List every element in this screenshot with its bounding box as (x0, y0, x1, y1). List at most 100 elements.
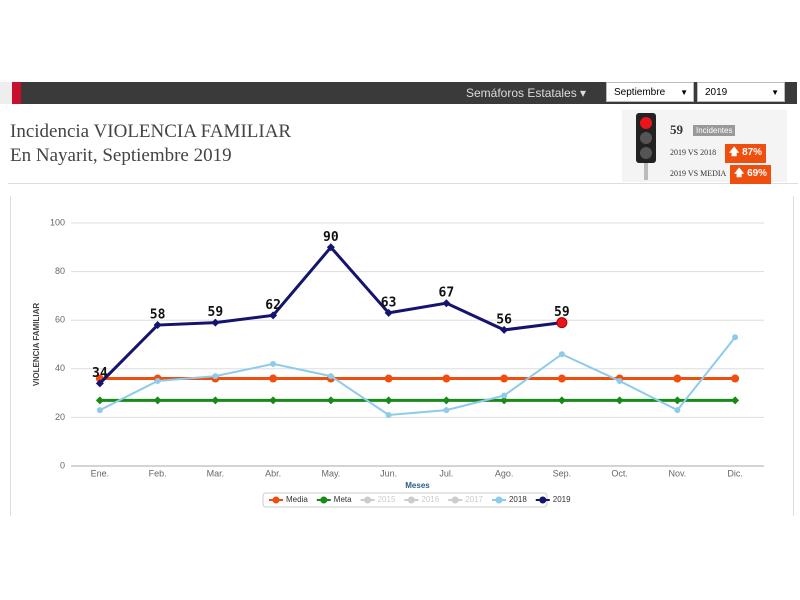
marker (96, 407, 103, 414)
x-tick-label: Jun. (380, 468, 397, 478)
pole (644, 163, 648, 180)
navbar: Semáforos Estatales ▾ Septiembre ▼ 2019 ▼ (0, 82, 797, 104)
x-tick-label: Nov. (668, 468, 686, 478)
comparison-label: 2019 VS MEDIA (670, 169, 727, 178)
data-label: 67 (439, 286, 455, 301)
marker (501, 392, 508, 399)
flag-icon[interactable] (0, 82, 12, 104)
marker (384, 308, 393, 317)
marker (269, 396, 278, 405)
legend-label: Media (286, 495, 308, 504)
data-label: 56 (496, 312, 512, 327)
x-tick-label: Sep. (553, 468, 572, 478)
month-select[interactable]: Septiembre ▼ (606, 82, 694, 102)
marker (443, 407, 450, 414)
marker (211, 396, 220, 405)
marker (442, 396, 451, 405)
legend-swatch (320, 496, 328, 504)
comparison-value: 69% (747, 168, 768, 179)
y-tick-label: 60 (55, 315, 65, 325)
x-tick-label: May. (321, 468, 340, 478)
legend-label: 2017 (465, 495, 483, 504)
legend-swatch (539, 496, 547, 504)
marker (500, 325, 509, 334)
comparison-value: 87% (742, 147, 763, 158)
stripe (12, 82, 21, 104)
comparison-badge: 🡅 69% (730, 165, 772, 184)
marker (732, 334, 739, 341)
highlight-marker (556, 317, 568, 329)
comparison-badge: 🡅 87% (725, 144, 767, 163)
marker (500, 396, 509, 405)
traffic-light (636, 113, 656, 163)
chart: 0 20 40 60 80 100 Ene. Feb. Mar. Abr. May. Jun. Jul.… (32, 217, 764, 508)
x-tick-label: Mar. (207, 468, 225, 478)
chart-panel: 0 20 40 60 80 100 Ene. Feb. Mar. Abr. May. Jun. Jul.… (10, 196, 794, 516)
data-label: 59 (208, 305, 224, 320)
marker (384, 374, 393, 383)
data-label: 58 (150, 308, 166, 323)
marker (442, 299, 451, 308)
x-tick-label: Jul. (439, 468, 453, 478)
marker (153, 321, 162, 330)
marker (327, 373, 334, 380)
marker (673, 396, 682, 405)
month-value: Septiembre (614, 87, 666, 98)
data-label: 63 (381, 295, 397, 310)
marker (674, 407, 681, 414)
data-label: 59 (554, 305, 570, 320)
heading: Incidencia VIOLENCIA FAMILIAR En Nayarit… (10, 120, 291, 168)
y-tick-label: 0 (60, 460, 65, 470)
subtitle: En Nayarit, Septiembre 2019 (10, 145, 232, 166)
y-tick-label: 40 (55, 363, 65, 373)
legend-label: 2015 (378, 495, 396, 504)
y-tick-label: 80 (55, 266, 65, 276)
marker (95, 379, 104, 388)
year-select[interactable]: 2019 ▼ (697, 82, 785, 102)
legend: Media Meta 2015 2016 2017 2018 2019 (262, 492, 571, 508)
marker (154, 377, 161, 384)
data-label: 34 (92, 366, 108, 381)
marker (731, 396, 740, 405)
marker (384, 396, 393, 405)
marker (95, 396, 104, 405)
menu-label: Semáforos Estatales (466, 86, 577, 100)
marker (269, 311, 278, 320)
series-line (98, 245, 563, 385)
legend-label: 2019 (553, 495, 571, 504)
legend-swatch (272, 496, 280, 504)
x-axis-label: Meses (405, 481, 430, 490)
marker (385, 411, 392, 418)
y-tick-label: 20 (55, 412, 65, 422)
x-tick-label: Abr. (265, 468, 281, 478)
marker (326, 396, 335, 405)
comparison-label: 2019 VS 2018 (670, 148, 717, 157)
marker (153, 396, 162, 405)
legend-label: Meta (334, 495, 352, 504)
legend-swatch (495, 496, 503, 504)
title-prefix: Incidencia (10, 121, 90, 142)
x-tick-label: Oct. (611, 468, 628, 478)
data-label: 90 (323, 230, 339, 245)
marker (558, 351, 565, 358)
marker (557, 396, 566, 405)
marker (673, 374, 682, 383)
title-topic: VIOLENCIA FAMILIAR (93, 121, 292, 142)
menu[interactable]: Semáforos Estatales ▾ (466, 86, 587, 100)
legend-swatch (407, 496, 415, 504)
marker (269, 374, 278, 383)
x-tick-label: Ene. (91, 468, 110, 478)
divider (8, 183, 798, 184)
marker (211, 318, 220, 327)
marker (500, 374, 509, 383)
marker (615, 396, 624, 405)
marker (557, 374, 566, 383)
y-tick-label: 100 (50, 217, 65, 227)
legend-label: 2018 (509, 495, 527, 504)
y-axis-label: VIOLENCIA FAMILIAR (32, 303, 41, 386)
legend-swatch (451, 496, 459, 504)
count: 59 (670, 122, 683, 137)
legend-label: 2016 (421, 495, 439, 504)
marker (616, 377, 623, 384)
